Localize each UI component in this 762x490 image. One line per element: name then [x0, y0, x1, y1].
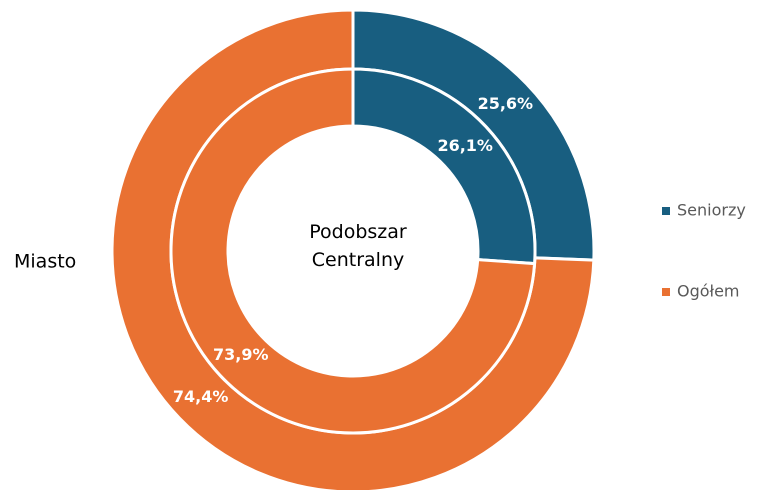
data-label: 26,1% [437, 136, 493, 155]
legend-label: Ogółem [677, 282, 740, 301]
legend-label: Seniorzy [677, 201, 746, 220]
data-label: 74,4% [173, 387, 229, 406]
inner-ring-name: Podobszar Centralny [309, 221, 407, 271]
data-label: 73,9% [213, 345, 269, 364]
data-label: 25,6% [478, 94, 534, 113]
outer-ring-name: Miasto [14, 251, 76, 273]
legend-swatch [662, 288, 670, 296]
donut-segment [169, 67, 537, 435]
legend-swatch [662, 207, 670, 215]
